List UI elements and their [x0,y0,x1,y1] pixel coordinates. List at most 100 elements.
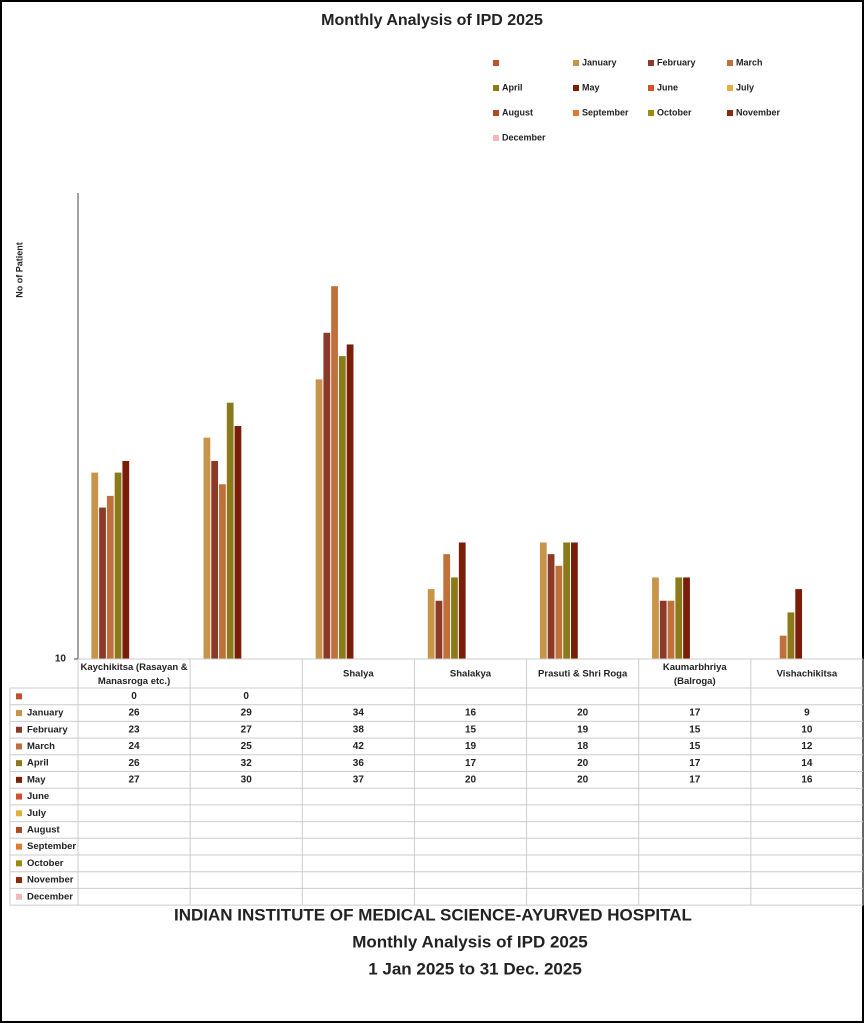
table-row-label: April [27,758,49,769]
bar [323,332,331,659]
bar [427,589,435,659]
legend-label: November [736,107,781,117]
table-cell: 42 [353,741,365,752]
legend-key [573,60,579,66]
bar [219,484,226,659]
bar [338,356,346,659]
footer-line: INDIAN INSTITUTE OF MEDICAL SCIENCE-AYUR… [174,905,692,924]
table-cell: 32 [241,758,253,769]
table-cell: 14 [801,758,813,769]
table-row-label: August [27,824,61,835]
table-cell: 26 [129,708,141,719]
table-cell: 25 [241,741,253,752]
table-legend-key [16,743,22,750]
bar [458,542,466,659]
bar [226,402,234,659]
table-cell: 20 [577,708,589,719]
legend-label: April [502,82,523,92]
bar [779,635,787,659]
table-legend-key [16,776,22,783]
bar [652,577,659,659]
table-cell: 38 [353,724,365,735]
legend-label: March [736,57,763,67]
table-cell: 0 [131,691,137,702]
table-cell: 27 [129,774,141,785]
legend-label: July [736,82,754,92]
bar [315,379,323,659]
table-row-label: January [27,708,64,719]
table-cell: 17 [689,708,701,719]
table-cell: 20 [577,774,589,785]
legend-key [573,110,579,116]
legend-label: May [582,82,600,92]
table-row-label: July [27,808,47,819]
table-cell: 19 [577,724,589,735]
x-tick-label: Shalya [343,669,374,680]
x-tick-label: Shalakya [450,669,492,680]
table-cell: 9 [804,708,810,719]
table-row-label: September [27,841,76,852]
legend-key [493,85,499,91]
bar [234,426,242,659]
table-cell: 10 [801,724,813,735]
table-cell: 37 [353,774,365,785]
footer-line: 1 Jan 2025 to 31 Dec. 2025 [368,959,582,978]
legend-label: August [502,107,533,117]
table-cell: 0 [243,691,249,702]
legend-key [648,60,654,66]
legend-label: February [657,57,696,67]
x-tick-label: Kaychikitsa (Rasayan & Manasroga etc.) [80,662,187,687]
bar [795,589,803,659]
table-cell: 24 [129,741,141,752]
table-legend-key [16,710,22,717]
table-cell: 17 [689,774,701,785]
bar [563,542,570,659]
legend-key [648,110,654,116]
bar [122,460,130,659]
legend-key [493,110,499,116]
table-legend-key [16,860,22,867]
table-cell: 17 [689,758,701,769]
bar [99,507,106,659]
table-row-label: October [27,858,64,869]
bar [435,600,443,659]
table-row-label: November [27,875,74,886]
legend-key [573,85,579,91]
table-cell: 19 [465,741,477,752]
table-cell: 18 [577,741,589,752]
table-legend-key [16,826,22,833]
bar [211,460,219,659]
bar [555,565,563,659]
bar [539,542,547,659]
table-cell: 27 [241,724,253,735]
bar [675,577,683,659]
table-cell: 34 [353,708,365,719]
legend-label: June [657,82,678,92]
table-legend-key [16,760,22,767]
table-cell: 26 [129,758,141,769]
bar [570,542,578,659]
table-row-label: June [27,791,49,802]
bar [114,472,122,659]
legend-key [648,85,654,91]
table-legend-key [16,877,22,884]
bar [683,577,690,659]
table-legend-key [16,793,22,800]
legend-label: January [582,57,617,67]
table-cell: 16 [465,708,477,719]
table-row-label: May [27,774,46,785]
x-tick-label: Kaumarbhriya (Balroga) [663,662,728,687]
bar [106,495,114,659]
bar [787,612,795,659]
table-row-label: February [27,724,68,735]
table-cell: 20 [577,758,589,769]
y-axis-label: No of Patient [14,242,24,298]
table-cell: 17 [465,758,477,769]
table-legend-key [16,726,22,733]
table-cell: 20 [465,774,477,785]
table-cell: 15 [465,724,477,735]
legend-label: October [657,107,692,117]
legend-label: December [502,132,546,142]
